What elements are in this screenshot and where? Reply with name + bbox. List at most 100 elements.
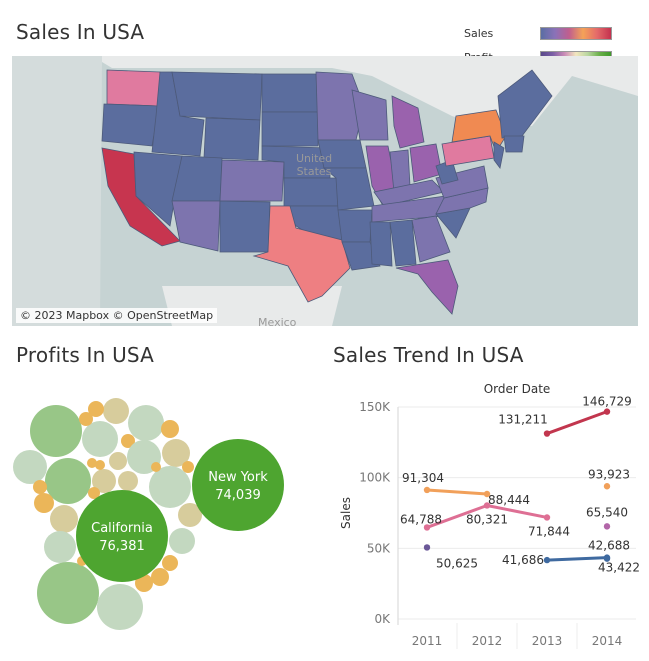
trend-line-segment xyxy=(545,556,609,562)
profit-bubble[interactable] xyxy=(30,405,82,457)
profit-bubble[interactable] xyxy=(149,466,191,508)
profit-bubble[interactable] xyxy=(87,458,97,468)
trend-data-label: 64,788 xyxy=(400,512,442,526)
state-mo[interactable] xyxy=(322,167,375,211)
trend-line-segment xyxy=(425,503,489,529)
y-tick-label: 150K xyxy=(359,400,391,414)
profit-bubble[interactable] xyxy=(97,584,143,630)
state-new-england[interactable] xyxy=(497,69,553,139)
trend-point[interactable] xyxy=(603,555,611,562)
trend-point[interactable] xyxy=(483,502,491,509)
profit-bubble[interactable] xyxy=(151,462,161,472)
profits-title: Profits In USA xyxy=(16,343,155,367)
state-ga[interactable] xyxy=(411,215,451,263)
x-tick-label: 2012 xyxy=(472,634,503,648)
state-az[interactable] xyxy=(171,200,221,252)
profit-bubble[interactable] xyxy=(82,421,118,457)
profit-bubble-california[interactable] xyxy=(76,490,168,582)
state-ar[interactable] xyxy=(337,209,373,243)
trend-line-segment xyxy=(485,503,549,519)
trend-data-label: 146,729 xyxy=(582,395,632,409)
trend-line-segment xyxy=(545,410,609,436)
trend-point[interactable] xyxy=(543,430,551,437)
profit-bubble[interactable] xyxy=(182,461,194,473)
state-mt[interactable] xyxy=(171,71,263,121)
state-wy[interactable] xyxy=(203,117,261,161)
x-tick-label: 2011 xyxy=(412,634,443,648)
profit-bubble[interactable] xyxy=(88,487,100,499)
map-title: Sales In USA xyxy=(16,20,145,44)
profit-bubble[interactable] xyxy=(121,434,135,448)
profit-bubble[interactable] xyxy=(118,471,138,491)
mexico-label: Mexico xyxy=(258,316,297,326)
state-nd[interactable] xyxy=(261,73,319,113)
profit-bubble[interactable] xyxy=(161,420,179,438)
state-nj[interactable] xyxy=(493,141,505,169)
profit-bubble[interactable] xyxy=(37,562,99,624)
profit-bubble[interactable] xyxy=(162,555,178,571)
state-la[interactable] xyxy=(341,241,381,271)
state-sd[interactable] xyxy=(261,111,319,147)
trend-title: Sales Trend In USA xyxy=(333,343,524,367)
state-al[interactable] xyxy=(389,219,417,267)
state-wa[interactable] xyxy=(106,69,161,107)
profit-bubble[interactable] xyxy=(79,412,93,426)
profit-bubble[interactable] xyxy=(162,439,190,467)
trend-data-label: 41,686 xyxy=(502,553,544,567)
state-nm[interactable] xyxy=(219,200,271,253)
trend-data-label: 43,422 xyxy=(598,561,640,575)
trend-point[interactable] xyxy=(603,408,611,415)
bubble-value-label: 74,039 xyxy=(215,488,261,503)
state-fl[interactable] xyxy=(395,259,459,315)
profit-bubble[interactable] xyxy=(88,401,104,417)
y-axis-label: Sales xyxy=(339,497,353,529)
state-ct-ri-ma[interactable] xyxy=(503,135,525,153)
sales-trend-chart[interactable]: Order Date Sales 0K 50K 100K 150K 2011 2012 2013… xyxy=(330,375,649,661)
trend-data-label: 91,304 xyxy=(402,471,444,485)
trend-point[interactable] xyxy=(423,544,431,551)
atlantic-ocean xyxy=(472,136,638,326)
canada-land xyxy=(12,56,638,126)
profit-bubble[interactable] xyxy=(128,405,164,441)
profit-bubble[interactable] xyxy=(92,469,116,493)
state-co[interactable] xyxy=(219,159,285,202)
state-ms[interactable] xyxy=(369,221,393,267)
y-tick-label: 50K xyxy=(367,541,391,555)
map-canvas[interactable] xyxy=(12,56,638,326)
profit-bubble[interactable] xyxy=(34,493,54,513)
bubble-state-label: California xyxy=(91,521,153,536)
map-attribution[interactable]: © 2023 Mapbox © OpenStreetMap xyxy=(16,308,218,323)
trend-point[interactable] xyxy=(423,486,431,494)
profit-bubble[interactable] xyxy=(95,460,105,470)
profit-bubble[interactable] xyxy=(13,450,47,484)
profit-bubble[interactable] xyxy=(45,458,91,504)
profit-bubble-new-york[interactable] xyxy=(192,439,284,531)
trend-data-label: 93,923 xyxy=(588,467,630,481)
trend-point[interactable] xyxy=(543,556,551,564)
y-tick-label: 100K xyxy=(359,471,391,485)
state-nv[interactable] xyxy=(133,151,183,227)
trend-point[interactable] xyxy=(543,514,551,521)
state-tx[interactable] xyxy=(252,205,351,303)
trend-point[interactable] xyxy=(423,524,431,531)
trend-point[interactable] xyxy=(603,523,611,530)
profits-bubble-chart[interactable]: New York 74,039 California 76,381 xyxy=(0,385,320,645)
profit-bubble[interactable] xyxy=(33,480,47,494)
profit-bubble[interactable] xyxy=(109,452,127,470)
profit-bubble[interactable] xyxy=(103,398,129,424)
sales-color-ramp xyxy=(540,27,612,40)
trend-line-segment xyxy=(425,488,489,496)
state-wi[interactable] xyxy=(351,89,389,141)
profit-bubble[interactable] xyxy=(44,531,76,563)
profit-bubble[interactable] xyxy=(169,528,195,554)
profit-bubble[interactable] xyxy=(178,503,202,527)
profit-bubble[interactable] xyxy=(151,568,169,586)
sales-map[interactable]: United States Mexico © 2023 Mapbox © Ope… xyxy=(12,56,638,326)
state-va[interactable] xyxy=(435,165,489,199)
state-or[interactable] xyxy=(101,103,160,147)
state-mi[interactable] xyxy=(391,95,425,149)
trend-point[interactable] xyxy=(483,490,491,498)
trend-point[interactable] xyxy=(603,483,611,490)
state-ks[interactable] xyxy=(283,177,339,207)
profit-bubble[interactable] xyxy=(50,505,78,533)
